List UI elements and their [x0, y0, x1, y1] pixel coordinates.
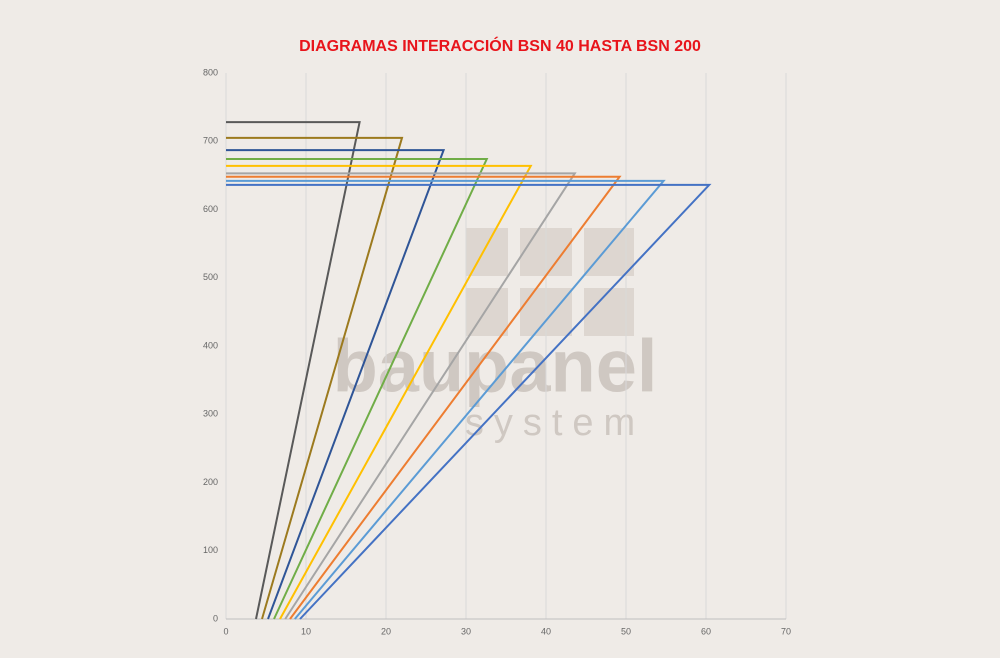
series-line: [226, 172, 577, 620]
series-line: [226, 164, 533, 620]
y-tick-label: 600: [203, 204, 218, 214]
y-tick-label: 500: [203, 272, 218, 282]
series-line: [226, 136, 404, 620]
y-tick-label: 100: [203, 545, 218, 555]
series-line: [226, 183, 712, 620]
x-tick-label: 50: [621, 626, 631, 636]
watermark: baupanel: [333, 325, 658, 408]
series-line: [226, 179, 666, 620]
x-tick-label: 0: [223, 626, 228, 636]
series-line: [226, 121, 361, 620]
x-tick-label: 30: [461, 626, 471, 636]
y-tick-label: 0: [213, 613, 218, 623]
series-line: [226, 157, 489, 620]
series-line: [226, 175, 622, 620]
chart-title: DIAGRAMAS INTERACCIÓN BSN 40 HASTA BSN 2…: [299, 36, 701, 55]
y-tick-label: 300: [203, 409, 218, 419]
x-tick-label: 60: [701, 626, 711, 636]
series-line: [226, 149, 446, 620]
y-tick-label: 800: [203, 67, 218, 77]
x-tick-label: 20: [381, 626, 391, 636]
y-tick-label: 200: [203, 477, 218, 487]
y-tick-label: 400: [203, 340, 218, 350]
y-tick-label: 700: [203, 136, 218, 146]
watermark: system: [465, 402, 645, 444]
x-tick-label: 10: [301, 626, 311, 636]
x-tick-label: 70: [781, 626, 791, 636]
x-tick-label: 40: [541, 626, 551, 636]
